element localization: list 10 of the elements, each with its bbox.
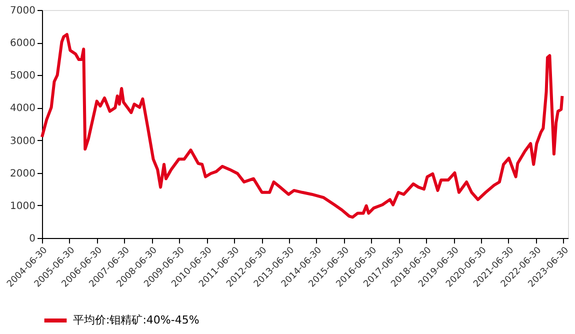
y-tick-label: 4000 [10,103,36,114]
y-tick-label: 6000 [10,38,36,50]
y-tick-label: 2000 [10,168,36,180]
legend-label: 平均价:钼精矿:40%-45% [73,314,200,326]
y-tick-label: 0 [29,234,36,244]
line-series [40,32,564,219]
y-tick-label: 5000 [10,70,36,82]
y-tick-label: 3000 [10,136,36,147]
y-tick-label: 7000 [10,6,36,16]
y-tick-label: 1000 [10,200,36,212]
